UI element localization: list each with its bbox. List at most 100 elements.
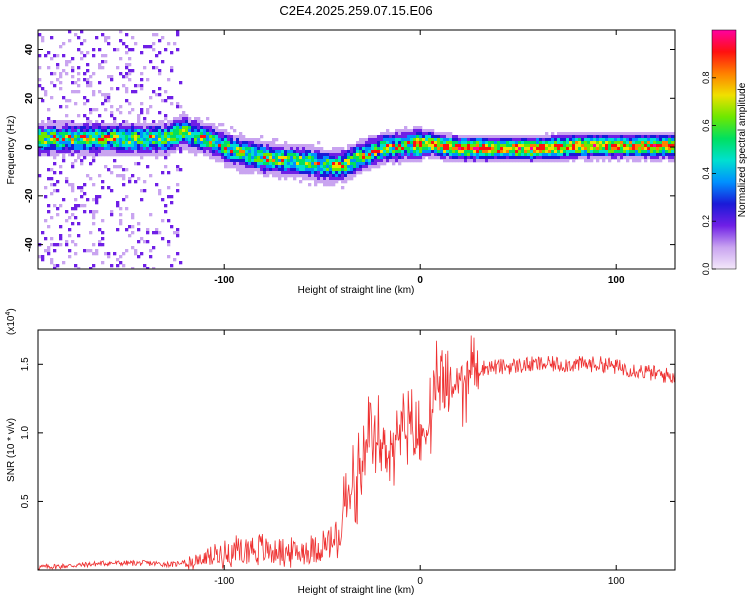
spectrogram-cell: [269, 150, 273, 154]
spectrogram-cell: [125, 33, 129, 37]
spectrogram-cell: [149, 132, 153, 136]
spectrogram-cell: [38, 66, 42, 70]
spectrogram-cell: [434, 153, 438, 157]
spectrogram-cell: [368, 144, 372, 148]
spectrogram-cell: [569, 150, 573, 154]
spectrogram-cell: [161, 198, 165, 202]
spectrogram-cell: [50, 243, 54, 247]
spectrogram-cell: [461, 153, 465, 157]
spectrogram-cell: [527, 156, 531, 160]
spectrogram-cell: [239, 165, 243, 169]
spectrogram-cell: [587, 144, 591, 148]
spectrogram-cell: [356, 162, 360, 166]
spectrogram-cell: [341, 162, 345, 166]
spectrogram-cell: [107, 42, 111, 46]
spectrogram-cell: [89, 177, 93, 181]
spectrogram-cell: [89, 129, 93, 133]
spectrogram-cell: [74, 81, 78, 85]
spectrogram-cell: [641, 147, 645, 151]
spectrogram-cell: [56, 126, 60, 130]
spectrogram-cell: [395, 153, 399, 157]
spectrogram-cell: [152, 90, 156, 94]
spectrogram-cell: [671, 138, 675, 142]
spectrogram-cell: [200, 150, 204, 154]
spectrogram-cell: [110, 189, 114, 193]
spectrogram-cell: [617, 141, 621, 145]
spectrogram-cell: [239, 147, 243, 151]
spectrogram-cell: [335, 177, 339, 181]
spectrogram-cell: [131, 150, 135, 154]
spectrogram-cell: [371, 138, 375, 142]
spectrogram-cell: [275, 153, 279, 157]
spectrogram-cell: [86, 147, 90, 151]
spectrogram-cell: [473, 159, 477, 163]
spectrogram-cell: [509, 144, 513, 148]
spectrogram-cell: [650, 159, 654, 163]
spectrogram-cell: [287, 168, 291, 172]
spectrogram-cell: [551, 150, 555, 154]
spectrogram-cell: [326, 156, 330, 160]
spectrogram-cell: [56, 150, 60, 154]
spectrogram-cell: [152, 126, 156, 130]
spectrogram-cell: [143, 45, 147, 49]
spectrogram-cell: [656, 138, 660, 142]
spectrogram-cell: [89, 150, 93, 154]
spectrogram-cell: [635, 144, 639, 148]
spectrogram-cell: [572, 159, 576, 163]
spectrogram-cell: [98, 48, 102, 52]
spectrogram-cell: [371, 165, 375, 169]
spectrogram-cell: [398, 129, 402, 133]
spectrogram-cell: [209, 156, 213, 160]
spectrogram-cell: [53, 72, 57, 76]
snr-x-tick-label: 100: [608, 576, 625, 587]
spectrogram-cell: [110, 129, 114, 133]
spectrogram-cell: [386, 135, 390, 139]
spectrogram-cell: [188, 138, 192, 142]
spectrogram-cell: [506, 147, 510, 151]
spectrogram-cell: [311, 174, 315, 178]
spectrogram-cell: [320, 147, 324, 151]
spectrogram-cell: [110, 141, 114, 145]
spectrogram-cell: [116, 153, 120, 157]
spectrogram-cell: [311, 162, 315, 166]
spectrogram-cell: [656, 150, 660, 154]
spectrogram-cell: [440, 132, 444, 136]
spectrogram-cell: [254, 168, 258, 172]
spectrogram-cell: [290, 153, 294, 157]
spectrogram-cell: [371, 147, 375, 151]
spectrogram-cell: [434, 132, 438, 136]
spectrogram-cell: [95, 36, 99, 40]
spectrogram-cell: [560, 132, 564, 136]
spectrogram-cell: [149, 249, 153, 253]
spectrogram-cell: [65, 177, 69, 181]
spectrogram-cell: [44, 93, 48, 97]
spectrogram-cell: [275, 144, 279, 148]
spectrogram-cell: [569, 141, 573, 145]
spectrogram-cell: [191, 138, 195, 142]
spectrogram-cell: [242, 141, 246, 145]
spectrogram-cell: [179, 105, 183, 109]
spectrogram-cell: [170, 102, 174, 106]
spectrogram-cell: [518, 138, 522, 142]
spectrogram-cell: [140, 138, 144, 142]
spectrogram-cell: [221, 147, 225, 151]
spectrogram-cell: [176, 48, 180, 52]
spectrogram-cell: [98, 132, 102, 136]
spectrogram-cell: [341, 147, 345, 151]
spectrogram-cell: [68, 39, 72, 43]
spectrogram-cell: [287, 156, 291, 160]
spectrogram-cell: [68, 138, 72, 142]
spectrogram-cell: [107, 75, 111, 79]
spectrogram-cell: [113, 144, 117, 148]
spectrogram-cell: [161, 126, 165, 130]
spectrogram-cell: [215, 141, 219, 145]
spectrogram-cell: [329, 159, 333, 163]
spectrogram-cell: [440, 150, 444, 154]
spectrogram-cell: [107, 150, 111, 154]
spectrogram-cell: [572, 135, 576, 139]
spectrogram-cell: [230, 159, 234, 163]
spectrogram-cell: [608, 144, 612, 148]
spectrogram-cell: [410, 132, 414, 136]
spectrogram-cell: [44, 123, 48, 127]
spectrogram-cell: [341, 153, 345, 157]
